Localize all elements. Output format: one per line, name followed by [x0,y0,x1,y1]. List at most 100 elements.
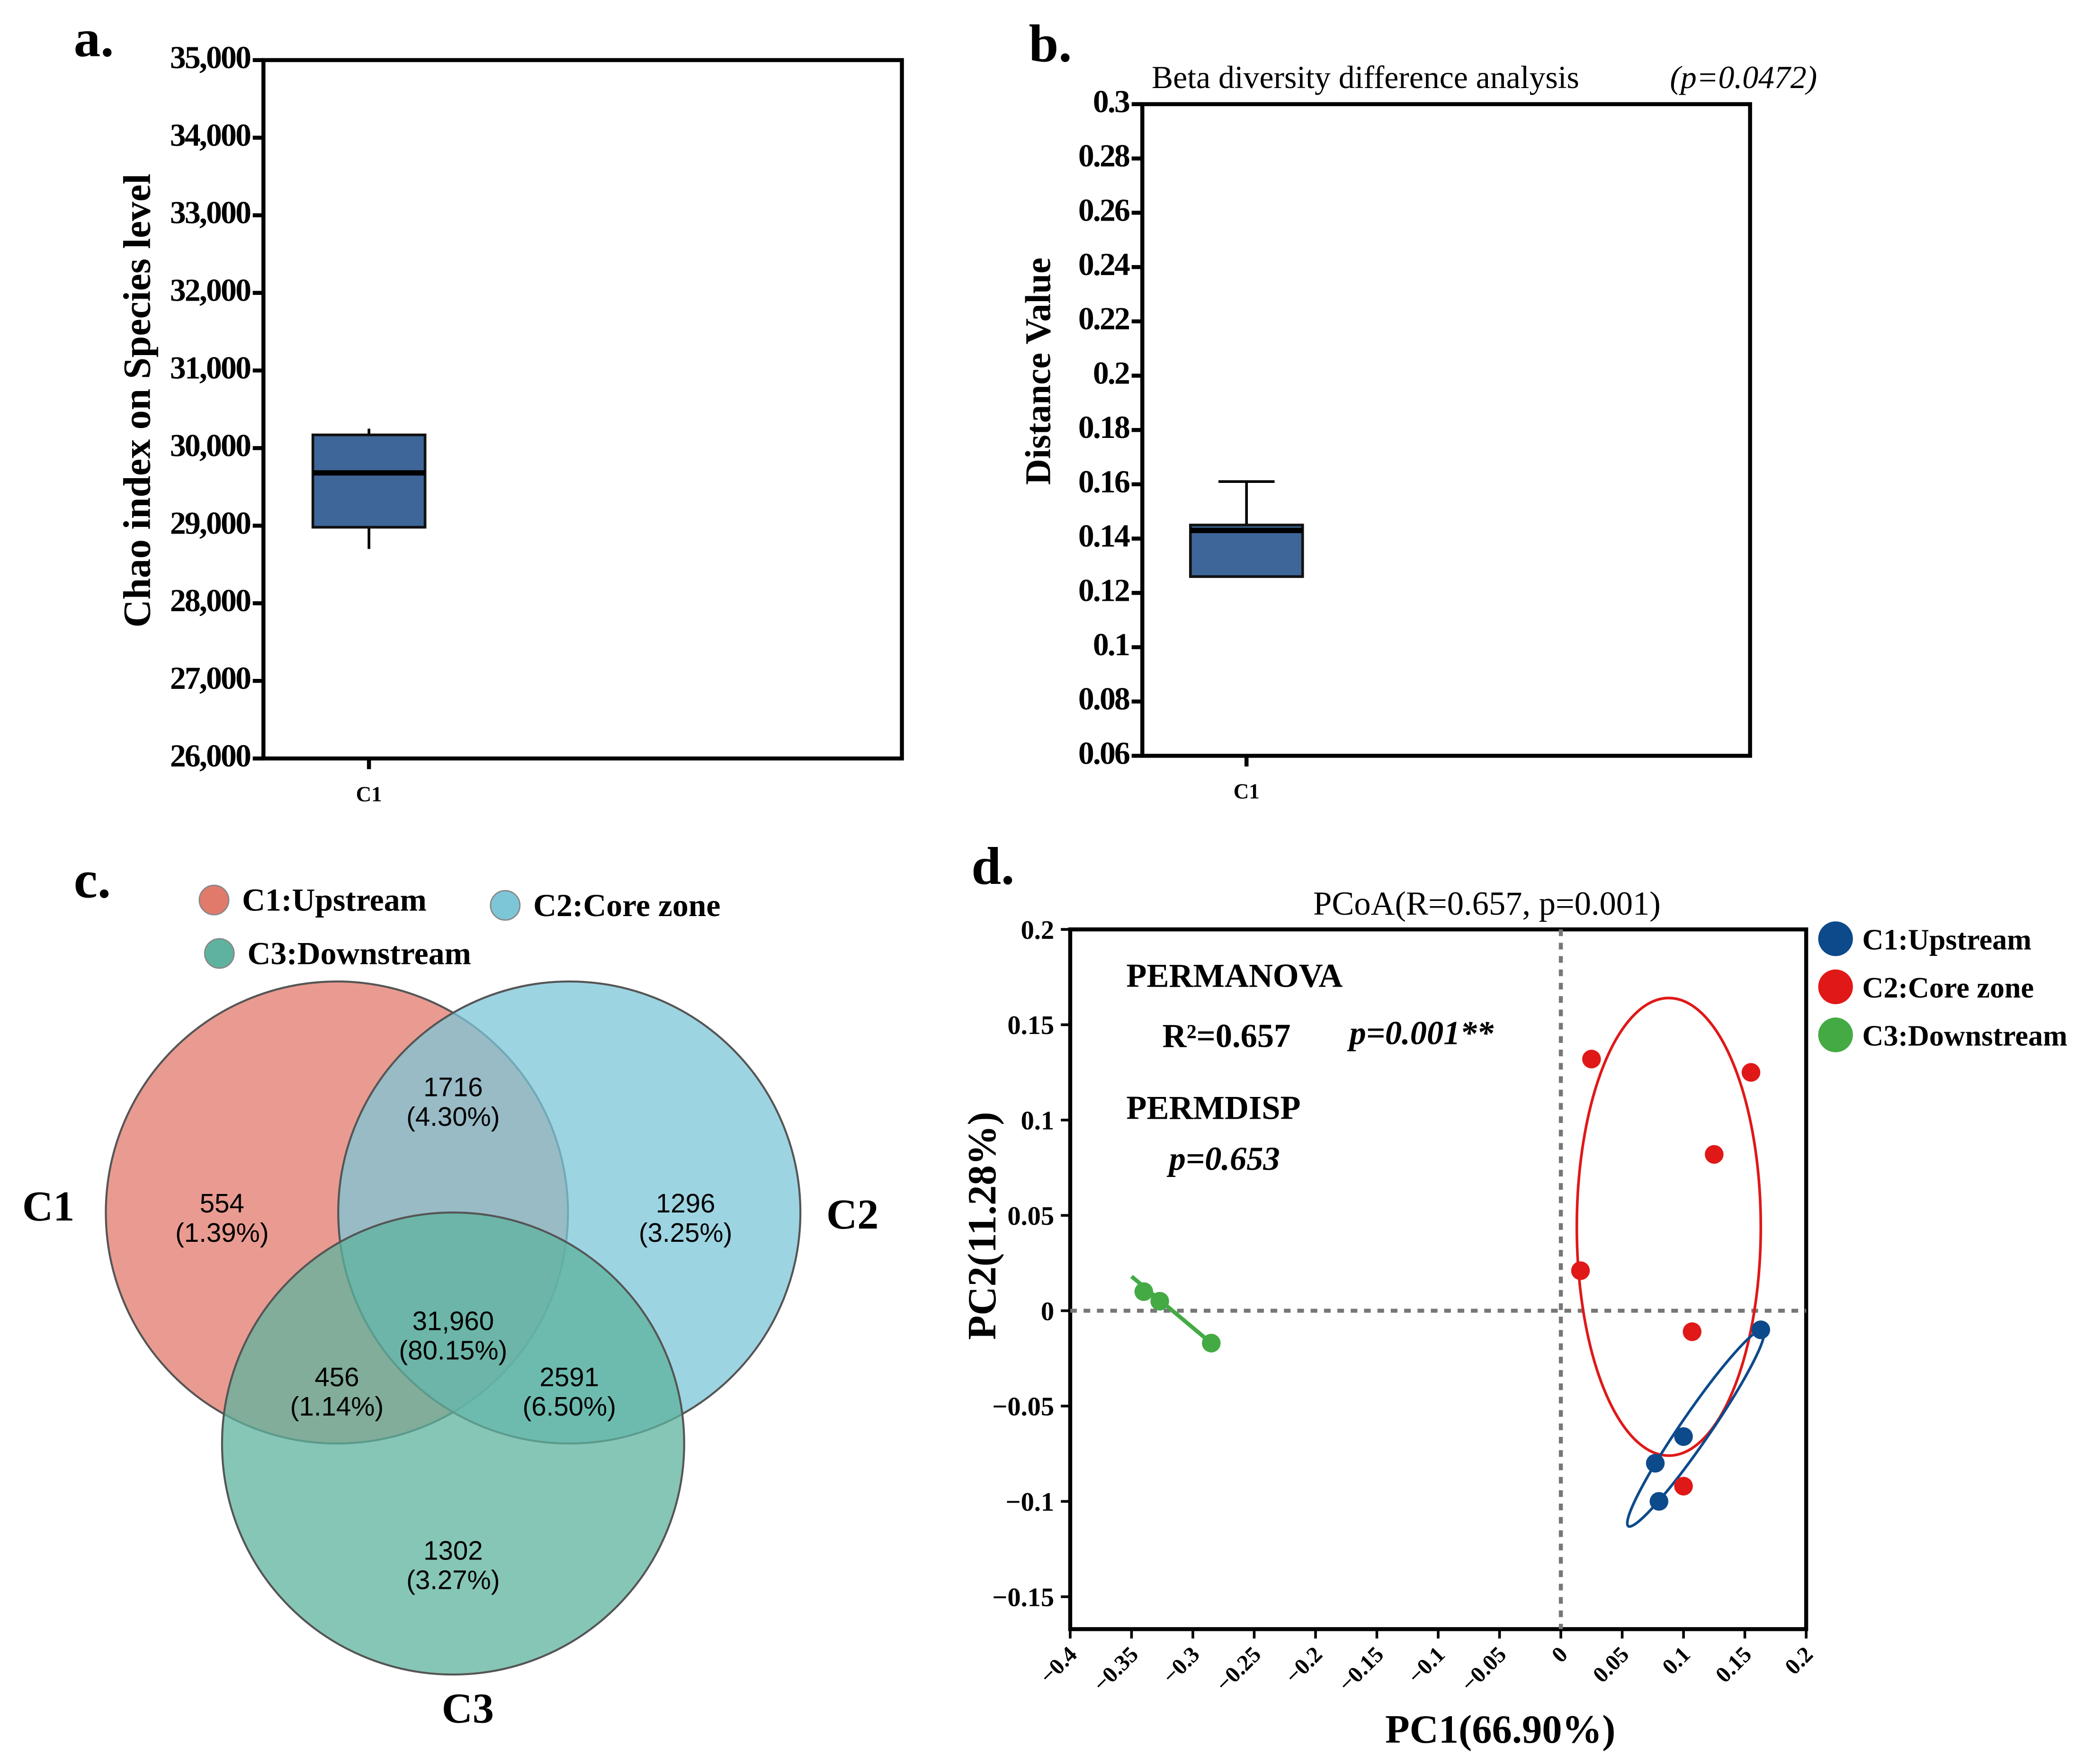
permanova-label: PERMANOVA [1126,957,1343,994]
y-tick-label: 0 [1041,1297,1054,1326]
region-percent: (1.39%) [175,1218,269,1247]
y-tick-label: 0.16 [1078,464,1129,499]
y-tick-label: 29,000 [170,505,251,541]
y-axis-label: Chao index on Species level [116,174,159,628]
region-percent: (80.15%) [399,1335,507,1365]
x-tick-label: −0.35 [1088,1642,1143,1697]
panel-label-b: b. [1029,14,1072,73]
y-tick-label: 32,000 [170,273,251,308]
x-tick-label: 0 [1547,1642,1572,1667]
region-percent: (1.14%) [290,1391,384,1421]
x-tick-label: 0.15 [1710,1642,1756,1688]
chart-title-p: (p=0.0472) [1670,60,1817,95]
y-tick-label: 0.3 [1093,84,1129,119]
panel-c: c. 554 (1.39%) 1296 (3.25%) 1302 (3.27%)… [22,850,878,1732]
y-tick-label: 0.06 [1078,735,1129,771]
y-tick-label: 31,000 [170,350,251,385]
panel-b: b. Beta diversity difference analysis (p… [1019,14,1817,803]
set-label: C1 [22,1183,74,1230]
region-count: 1716 [423,1072,483,1102]
box-c1 [311,433,427,529]
data-point [1582,1050,1601,1069]
y-tick-label: 30,000 [170,428,251,463]
x-tick-label: C1 [1234,780,1260,803]
region-count: 2591 [539,1362,599,1392]
region-percent: (3.27%) [406,1565,500,1595]
x-tick-label: −0.3 [1158,1642,1205,1689]
x-tick-label: 0.2 [1780,1642,1818,1680]
y-axis-label: Distance Value [1019,258,1058,485]
legend-marker [1818,969,1853,1005]
region-percent: (4.30%) [406,1102,500,1131]
legend-marker [490,890,521,921]
x-tick-label: −0.2 [1280,1642,1327,1689]
set-label: C2 [826,1191,878,1238]
r2-value: R²=0.657 [1163,1017,1291,1054]
y-axis-label: PC2(11.28%) [960,1112,1004,1340]
legend-label: C3:Downstream [247,935,471,971]
data-point [1571,1261,1590,1280]
y-tick-label: −0.15 [992,1583,1054,1612]
legend-label: C3:Downstream [1862,1020,2068,1052]
set-label: C3 [442,1685,494,1732]
data-point [1674,1427,1693,1446]
data-point [1741,1063,1761,1082]
region-count: 1302 [423,1535,483,1565]
box-c1 [1189,524,1304,578]
y-tick-label: 0.15 [1007,1011,1054,1040]
confidence-ellipse-c1 [1626,1328,1766,1528]
x-tick-label: −0.4 [1035,1642,1082,1689]
plot-frame [1140,102,1752,758]
permdisp-label: PERMDISP [1126,1090,1300,1127]
legend-label: C2:Core zone [1862,972,2034,1004]
legend-label: C2:Core zone [533,888,720,923]
legend-marker [204,938,235,969]
panel-a: a. Chao index on Species level 26,000 27,… [74,9,904,806]
venn-region-labels: 554 (1.39%) 1296 (3.25%) 1302 (3.27%) 17… [175,1072,732,1595]
data-point [1649,1492,1669,1511]
y-tick-label: 0.1 [1021,1106,1055,1136]
venn-circles [105,980,802,1676]
legend-marker [1818,921,1853,956]
panel-label-c: c. [74,850,111,909]
data-point [1751,1320,1771,1339]
y-tick-label: 0.14 [1078,518,1130,554]
region-count: 456 [314,1362,359,1392]
x-tick-label: C1 [356,782,382,806]
y-tick-label: 0.2 [1021,916,1055,945]
y-tick-label: 0.12 [1078,572,1129,608]
region-percent: (3.25%) [639,1218,733,1247]
y-tick-label: 26,000 [170,738,251,774]
y-tick-label: 27,000 [170,660,251,696]
data-point [1705,1145,1724,1164]
region-count: 1296 [656,1188,715,1218]
y-tick-label: 0.28 [1078,138,1129,174]
x-tick-label: 0.05 [1588,1642,1634,1688]
panel-d: d. PCoA(R=0.657, p=0.001) PC1(66.90%) PC… [960,837,2068,1752]
data-point [1646,1454,1665,1473]
y-tick-label: 0.24 [1078,247,1130,282]
data-point [1134,1282,1154,1301]
y-tick-label: 0.22 [1078,301,1129,337]
y-tick-label: −0.05 [992,1392,1054,1422]
region-percent: (6.50%) [522,1391,616,1421]
legend-label: C1:Upstream [242,882,427,918]
data-point [1150,1292,1169,1311]
data-point [1683,1322,1701,1341]
y-tick-label: 0.08 [1078,681,1129,717]
y-tick-label: 0.18 [1078,410,1129,445]
plot-frame [261,58,904,761]
x-tick-label: −0.25 [1211,1642,1266,1697]
confidence-ellipse-c2 [1575,997,1763,1457]
legend-label: C1:Upstream [1862,924,2032,956]
x-tick-label: −0.1 [1403,1642,1450,1689]
legend-marker [198,884,230,916]
y-tick-label: −0.1 [1005,1488,1054,1517]
region-count: 554 [200,1188,244,1218]
panel-label-a: a. [74,9,114,68]
x-tick-label: −0.15 [1334,1642,1388,1697]
legend-marker [1818,1017,1853,1052]
venn-circle-c3 [221,1211,685,1676]
y-tick-label: 35,000 [170,40,251,75]
y-tick-label: 0.1 [1093,627,1129,662]
